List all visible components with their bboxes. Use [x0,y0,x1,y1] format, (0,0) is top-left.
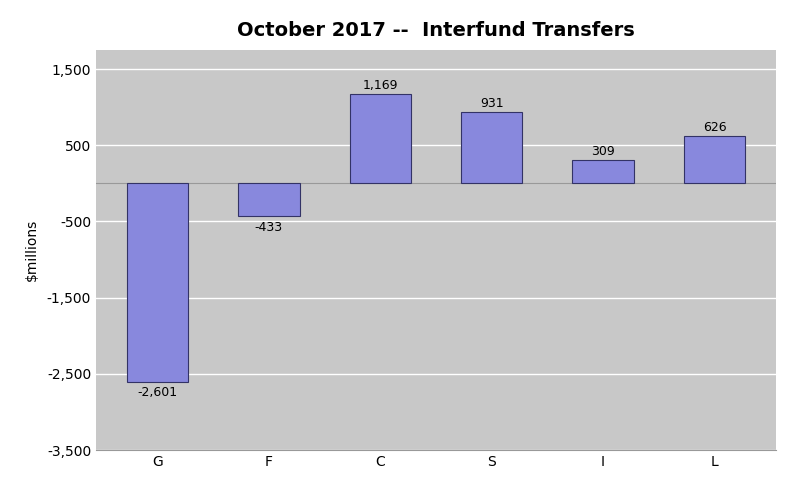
Bar [684,136,745,184]
Text: -433: -433 [255,221,283,234]
Text: 1,169: 1,169 [362,80,398,92]
Bar [238,184,299,216]
Text: 931: 931 [480,98,503,110]
Bar [127,184,188,382]
Bar [573,160,634,184]
Y-axis label: $millions: $millions [25,219,38,281]
Title: October 2017 --  Interfund Transfers: October 2017 -- Interfund Transfers [237,21,635,40]
Text: -2,601: -2,601 [138,386,178,399]
Bar [461,112,522,184]
Text: 626: 626 [702,120,726,134]
Bar [350,94,411,184]
Text: 309: 309 [591,145,615,158]
